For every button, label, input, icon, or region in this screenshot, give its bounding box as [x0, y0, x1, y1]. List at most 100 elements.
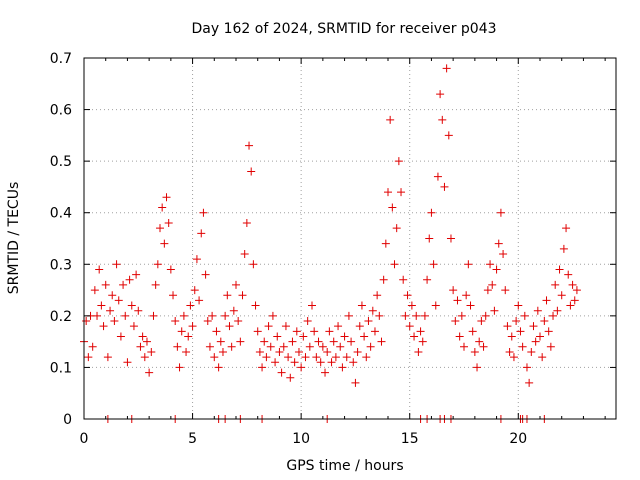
data-point [377, 337, 386, 346]
data-point [357, 301, 366, 310]
tick-labels: 0 0.1 0.2 0.3 0.4 0.5 0.6 0.7 0 5 10 15 20 [50, 51, 527, 447]
data-point [436, 90, 445, 99]
data-point [518, 342, 527, 351]
axis-ticks [83, 57, 616, 420]
data-point [164, 219, 173, 228]
data-point [418, 337, 427, 346]
data-point [512, 317, 521, 326]
data-point [312, 353, 321, 362]
data-point [314, 337, 323, 346]
data-point [457, 311, 466, 320]
data-point [412, 311, 421, 320]
data-point [210, 353, 219, 362]
data-point [260, 337, 269, 346]
data-point [479, 342, 488, 351]
y-tick-label: 0.2 [50, 309, 72, 325]
data-point [503, 322, 512, 331]
data-point [273, 332, 282, 341]
data-point [494, 239, 503, 248]
data-point [84, 353, 93, 362]
data-point [186, 301, 195, 310]
data-point [251, 301, 260, 310]
data-point [158, 203, 167, 212]
data-point [97, 301, 106, 310]
data-point [347, 337, 356, 346]
data-point [466, 301, 475, 310]
x-tick-label: 10 [292, 431, 310, 447]
data-point [95, 265, 104, 274]
data-point [297, 363, 306, 372]
data-point [268, 311, 277, 320]
x-tick-label: 0 [80, 431, 89, 447]
data-point [101, 280, 110, 289]
data-point [236, 337, 245, 346]
data-point [451, 317, 460, 326]
data-point [156, 224, 164, 233]
data-point [160, 239, 169, 248]
data-point [147, 347, 156, 356]
data-point [197, 229, 206, 238]
data-point [138, 332, 147, 341]
data-point [266, 342, 275, 351]
x-tick-label: 15 [401, 431, 419, 447]
data-point [171, 317, 180, 326]
data-point [129, 322, 138, 331]
data-point [142, 337, 151, 346]
data-point [301, 353, 310, 362]
data-point [572, 286, 581, 295]
data-point [407, 301, 416, 310]
data-point [114, 296, 123, 305]
data-point [247, 167, 256, 176]
data-point [290, 358, 299, 367]
data-point [392, 224, 401, 233]
data-point [464, 260, 473, 269]
data-point [281, 322, 290, 331]
data-point [253, 327, 262, 336]
data-point [473, 363, 482, 372]
data-point [321, 368, 330, 377]
data-point [553, 306, 562, 315]
data-point [481, 311, 490, 320]
y-tick-label: 0.6 [50, 103, 72, 119]
data-point [225, 322, 234, 331]
data-point [329, 337, 338, 346]
data-point [221, 311, 230, 320]
data-point [123, 358, 132, 367]
data-point [501, 286, 510, 295]
data-point [525, 378, 534, 387]
data-point [303, 317, 312, 326]
data-point [127, 301, 136, 310]
data-point [310, 327, 319, 336]
data-point [177, 327, 186, 336]
data-point [349, 358, 358, 367]
data-point [192, 255, 201, 264]
data-point [557, 291, 566, 300]
data-point [453, 296, 462, 305]
data-point [212, 327, 221, 336]
data-point [384, 188, 392, 197]
data-point [514, 301, 523, 310]
data-point [381, 239, 390, 248]
data-point [140, 353, 149, 362]
data-point [379, 275, 388, 284]
data-point [88, 342, 97, 351]
data-point [416, 327, 425, 336]
data-point [410, 332, 419, 341]
data-point [397, 188, 406, 197]
data-point [549, 311, 558, 320]
data-point [364, 317, 373, 326]
data-point [370, 327, 379, 336]
data-point [258, 363, 267, 372]
data-point [551, 280, 560, 289]
data-point [488, 280, 497, 289]
data-point [188, 322, 197, 331]
y-tick-label: 0.1 [50, 360, 72, 376]
data-point [522, 363, 531, 372]
data-point [351, 378, 360, 387]
plot-frame [83, 57, 617, 420]
data-point [449, 286, 458, 295]
data-point [403, 291, 412, 300]
data-point [93, 311, 102, 320]
data-point [334, 322, 343, 331]
data-point [279, 342, 288, 351]
